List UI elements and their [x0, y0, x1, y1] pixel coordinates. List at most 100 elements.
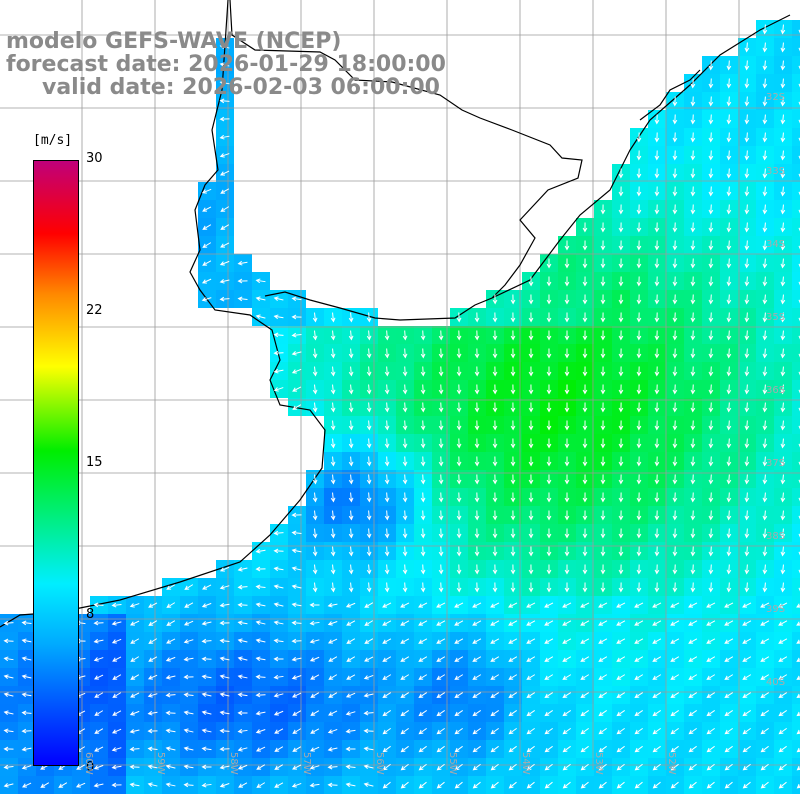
wind-arrow: [330, 348, 336, 359]
wind-arrow: [798, 443, 800, 448]
wind-arrow: [708, 366, 714, 377]
wind-arrow: [780, 456, 786, 467]
wind-arrow: [219, 674, 230, 679]
wind-arrow: [672, 582, 678, 593]
wind-arrow: [219, 98, 230, 104]
wind-arrow: [778, 656, 788, 662]
wind-arrow: [436, 620, 446, 626]
wind-arrow: [366, 582, 372, 593]
wind-arrow: [780, 258, 786, 269]
lat-label-40s: 40S: [766, 677, 786, 688]
wind-arrow: [706, 692, 716, 699]
wind-arrow: [291, 530, 302, 536]
lon-label-55w: 55W: [447, 752, 458, 775]
wind-arrow: [546, 312, 552, 323]
wind-arrow: [219, 134, 230, 140]
wind-arrow: [744, 186, 750, 197]
wind-arrow: [237, 747, 248, 752]
wind-arrow: [598, 781, 607, 789]
wind-arrow: [564, 582, 570, 593]
wind-arrow: [456, 384, 462, 395]
wind-arrow: [688, 692, 698, 699]
wind-arrow: [798, 101, 800, 106]
wind-arrow: [202, 242, 212, 248]
wind-arrow: [798, 65, 800, 70]
wind-arrow: [744, 546, 750, 557]
wind-arrow: [780, 60, 786, 71]
wind-arrow: [724, 692, 734, 699]
wind-arrow: [688, 656, 698, 662]
wind-arrow: [454, 745, 463, 753]
field-cell: [792, 542, 800, 560]
wind-arrow: [564, 528, 570, 539]
wind-arrow: [780, 186, 786, 197]
wind-arrow: [438, 492, 444, 503]
wind-arrow: [654, 384, 660, 395]
wind-arrow: [618, 222, 624, 233]
field-cell: [792, 182, 800, 200]
wind-arrow: [400, 656, 410, 662]
wind-arrow: [273, 656, 284, 662]
wind-arrow: [330, 564, 336, 575]
wind-arrow: [726, 276, 732, 287]
wind-arrow: [492, 438, 498, 449]
wind-arrow: [672, 546, 678, 557]
wind-arrow: [93, 657, 104, 662]
wind-arrow: [255, 584, 266, 590]
wind-arrow: [726, 456, 732, 467]
wind-arrow: [400, 692, 410, 699]
wind-arrow: [762, 528, 768, 539]
wind-arrow: [726, 474, 732, 485]
wind-arrow: [598, 674, 608, 680]
wind-arrow: [688, 745, 697, 753]
wind-arrow: [562, 692, 572, 699]
wind-arrow: [564, 312, 570, 323]
wind-arrow: [366, 312, 372, 323]
valid-date: valid date: 2026-02-03 06:00:00: [42, 75, 440, 100]
wind-arrow: [454, 602, 464, 608]
wind-arrow: [564, 492, 570, 503]
wind-arrow: [564, 330, 570, 341]
wind-arrow: [706, 727, 715, 735]
wind-arrow: [490, 745, 499, 753]
wind-arrow: [670, 620, 680, 626]
wind-arrow: [112, 692, 122, 698]
wind-arrow: [508, 710, 518, 717]
wind-arrow: [652, 674, 662, 680]
wind-arrow: [636, 528, 642, 539]
wind-arrow: [708, 96, 714, 107]
lat-label-33s: 33S: [766, 166, 786, 177]
wind-arrow: [291, 566, 302, 571]
wind-arrow: [237, 764, 248, 770]
wind-arrow: [726, 222, 732, 233]
wind-arrow: [762, 24, 768, 35]
wind-arrow: [798, 137, 800, 142]
wind-arrow: [672, 438, 678, 449]
wind-arrow: [508, 763, 517, 771]
wind-arrow: [582, 222, 588, 233]
wind-arrow: [636, 348, 642, 359]
wind-arrow: [706, 781, 715, 789]
wind-arrow: [130, 656, 140, 662]
wind-arrow: [255, 620, 266, 625]
wind-arrow: [744, 582, 750, 593]
wind-arrow: [400, 781, 409, 789]
wind-arrow: [456, 330, 462, 341]
wind-arrow: [726, 150, 732, 161]
wind-arrow: [654, 402, 660, 413]
wind-arrow: [382, 763, 391, 771]
wind-arrow: [456, 366, 462, 377]
wind-arrow: [744, 402, 750, 413]
wind-arrow: [582, 456, 588, 467]
wind-arrow: [634, 656, 644, 662]
wind-arrow: [3, 764, 14, 770]
wind-arrow: [366, 330, 372, 341]
wind-arrow: [672, 348, 678, 359]
wind-arrow: [238, 782, 248, 788]
wind-arrow: [201, 656, 212, 662]
wind-arrow: [330, 402, 336, 413]
wind-arrow: [654, 312, 660, 323]
wind-arrow: [780, 24, 786, 35]
wind-arrow: [384, 546, 390, 557]
wind-arrow: [600, 276, 606, 287]
